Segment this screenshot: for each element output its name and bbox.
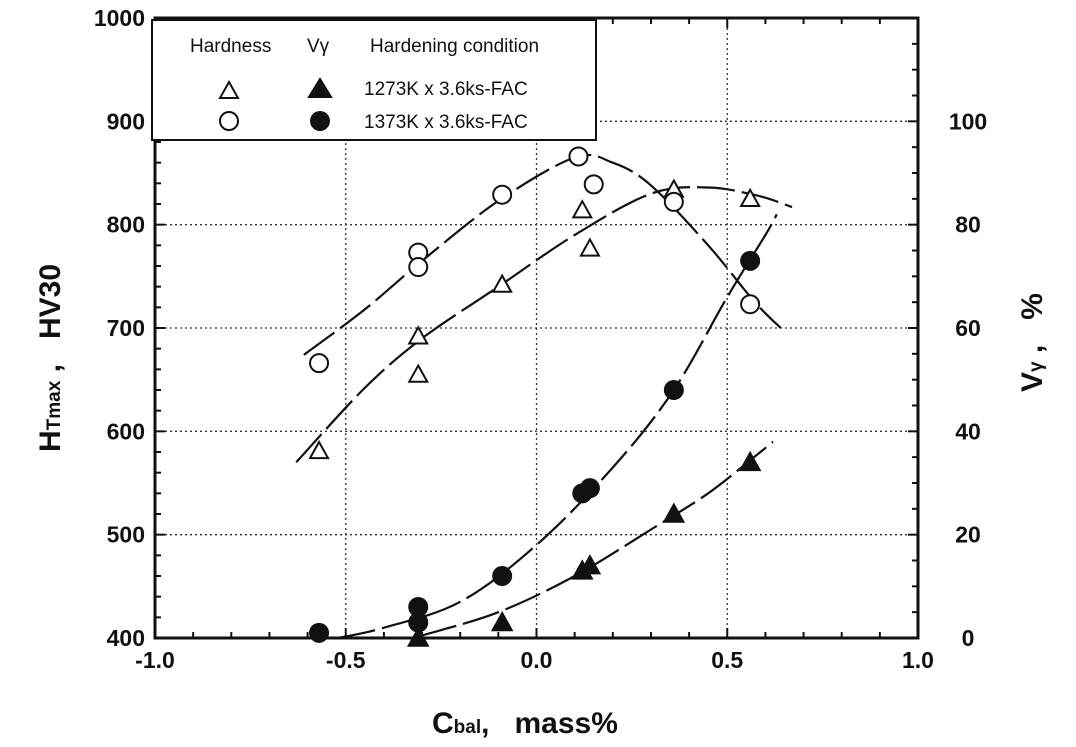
fit-curve-hardness-1 xyxy=(303,153,782,356)
y-right-tick-label: 40 xyxy=(955,418,981,444)
fit-curve-hardness-0 xyxy=(295,186,793,464)
data-point-open-circle xyxy=(309,353,330,374)
data-point-filled-circle xyxy=(408,597,429,617)
y-right-tick-label: 0 xyxy=(962,625,975,651)
data-point-filled-circle xyxy=(309,622,330,643)
y-left-tick-label: 800 xyxy=(107,212,145,238)
legend-row-1273k: 1273K x 3.6ks-FAC xyxy=(364,79,528,100)
legend-header-vgamma: Vγ xyxy=(307,36,330,57)
legend-header-hardness: Hardness xyxy=(190,36,271,57)
data-point-filled-circle xyxy=(740,250,761,271)
x-tick-label: 0.0 xyxy=(521,647,553,673)
data-markers xyxy=(308,146,762,647)
x-tick-label: 0.5 xyxy=(711,647,743,673)
data-point-open-circle xyxy=(663,191,684,212)
y-right-axis-title: Vγ , % xyxy=(1016,293,1049,392)
data-point-open-circle xyxy=(740,294,761,315)
data-point-filled-circle xyxy=(408,612,429,633)
legend-marker-open-circle xyxy=(219,111,239,131)
y-right-tick-labels: 0 20 40 60 80 100 xyxy=(949,108,987,651)
data-point-filled-circle xyxy=(663,380,684,400)
data-point-open-triangle xyxy=(407,325,429,345)
data-point-open-circle xyxy=(583,174,604,195)
legend: Hardness Vγ Hardening condition 1273K x … xyxy=(151,19,597,141)
data-point-filled-circle xyxy=(579,478,600,499)
fitted-curves xyxy=(295,153,793,638)
legend-header-condition: Hardening condition xyxy=(370,36,539,57)
y-right-tick-label: 60 xyxy=(955,315,981,341)
data-point-open-triangle xyxy=(739,187,761,208)
data-point-filled-triangle xyxy=(578,554,602,575)
fit-curve-v_gamma-3 xyxy=(337,213,778,638)
y-right-tick-label: 100 xyxy=(949,108,987,134)
y-left-tick-label: 400 xyxy=(107,625,145,651)
data-point-open-triangle xyxy=(579,237,601,257)
y-left-tick-label: 900 xyxy=(107,108,145,134)
x-tick-label: 1.0 xyxy=(902,647,934,673)
legend-marker-filled-triangle xyxy=(307,77,333,98)
y-left-tick-labels: 400 500 600 700 800 900 1000 xyxy=(94,5,145,651)
y-left-tick-label: 700 xyxy=(107,315,145,341)
legend-marker-filled-circle xyxy=(310,111,330,131)
x-tick-label: -1.0 xyxy=(135,647,175,673)
data-point-filled-circle xyxy=(492,566,513,586)
data-point-open-circle xyxy=(408,257,429,278)
y-right-tick-label: 20 xyxy=(955,522,981,548)
fit-curve-v_gamma-2 xyxy=(409,440,774,638)
y-left-tick-label: 600 xyxy=(107,418,145,444)
y-left-tick-label: 500 xyxy=(107,522,145,548)
data-point-open-triangle xyxy=(491,273,513,293)
y-left-tick-label: 1000 xyxy=(94,5,145,31)
y-right-tick-label: 80 xyxy=(955,212,981,238)
data-point-open-triangle xyxy=(308,439,330,460)
data-point-filled-triangle xyxy=(738,450,762,472)
legend-marker-open-triangle xyxy=(218,79,240,99)
data-point-open-triangle xyxy=(407,363,429,383)
y-left-axis-title: HTmax , HV30 xyxy=(34,264,67,452)
data-point-open-circle xyxy=(568,146,589,167)
data-point-open-triangle xyxy=(571,199,593,219)
x-tick-label: -0.5 xyxy=(326,647,366,673)
data-point-filled-triangle xyxy=(490,610,514,632)
legend-row-1373k: 1373K x 3.6ks-FAC xyxy=(364,112,528,133)
grid-lines xyxy=(155,18,918,638)
data-point-filled-triangle xyxy=(662,502,686,523)
x-axis-title: Cbal, mass% xyxy=(432,707,618,740)
data-point-open-circle xyxy=(492,184,513,205)
x-tick-labels: -1.0 -0.5 0.0 0.5 1.0 xyxy=(135,647,934,673)
